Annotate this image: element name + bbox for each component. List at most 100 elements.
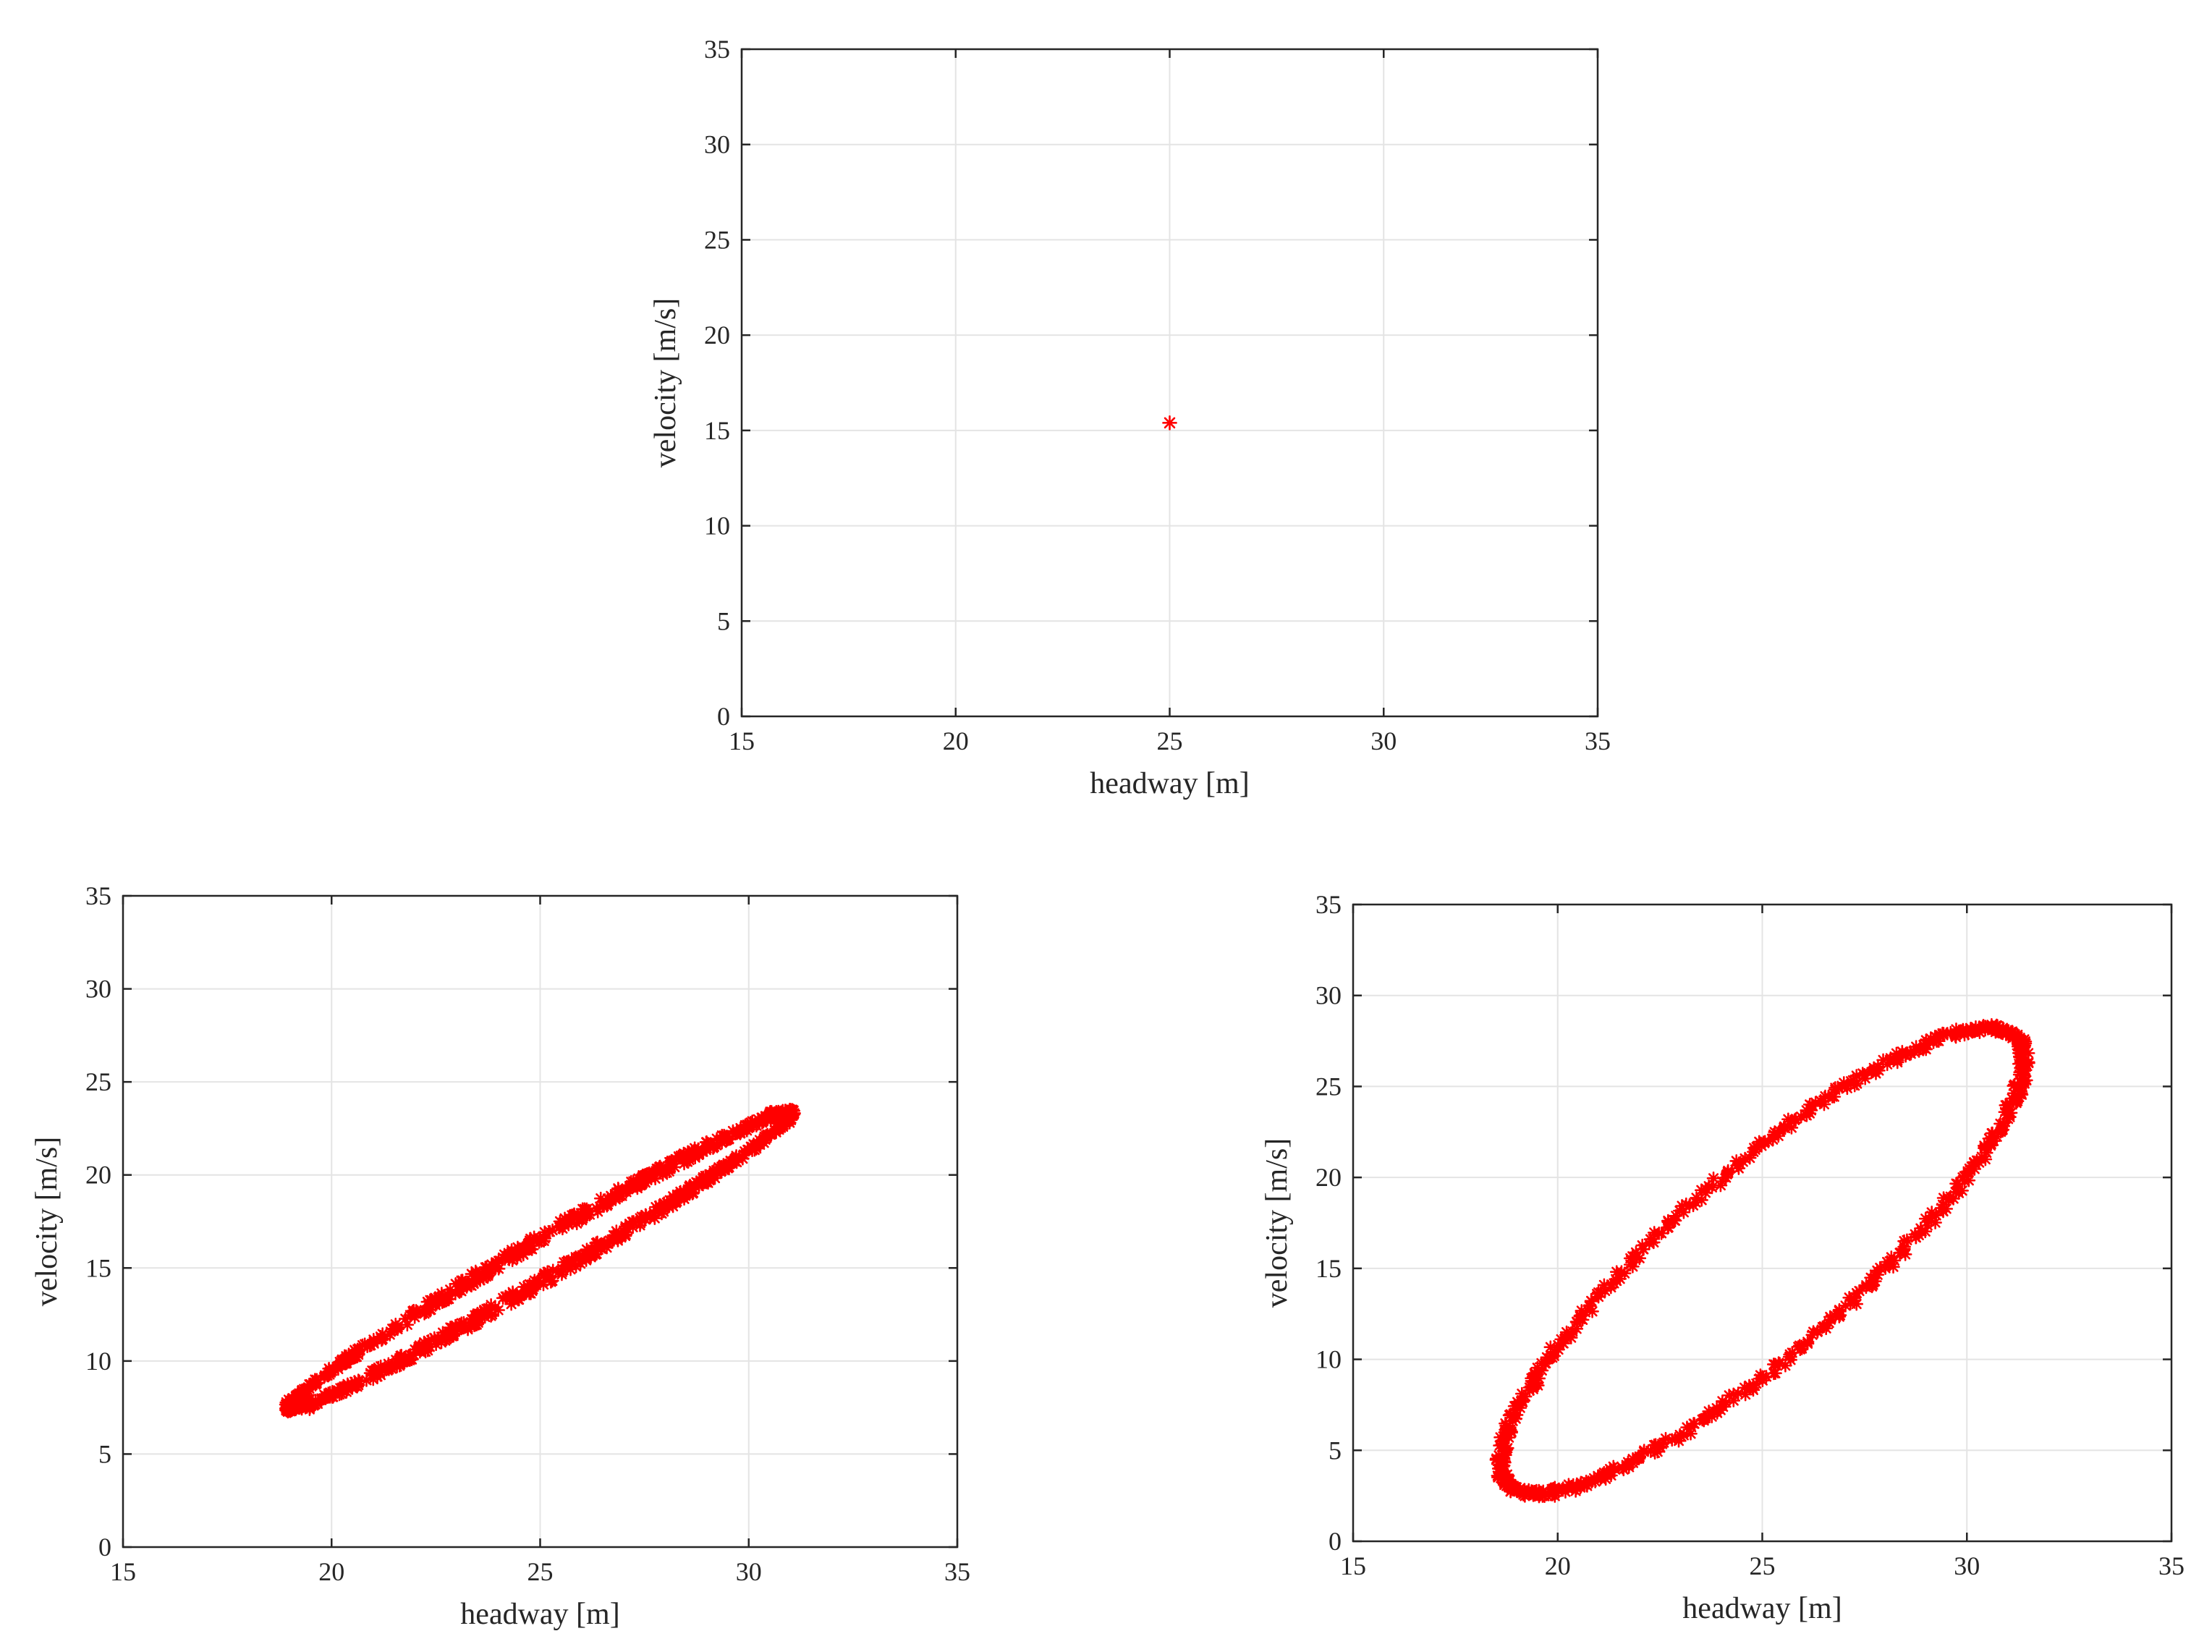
data-point (370, 1370, 384, 1384)
data-point (588, 1248, 602, 1261)
x-axis-label: headway [m] (1682, 1592, 1842, 1625)
data-point (480, 1260, 493, 1274)
y-axis-label: velocity [m/s] (30, 1137, 64, 1306)
y-tick-label: 10 (85, 1347, 111, 1376)
data-point (364, 1338, 378, 1352)
data-point (699, 1143, 713, 1157)
data-point (506, 1287, 520, 1301)
x-tick-label: 30 (1954, 1551, 1980, 1580)
x-tick-label: 20 (943, 727, 969, 755)
data-point (386, 1359, 399, 1373)
y-tick-label: 20 (704, 321, 730, 350)
y-tick-label: 30 (1315, 981, 1342, 1010)
y-tick-label: 25 (1315, 1072, 1342, 1101)
data-point (1985, 1126, 1999, 1140)
data-point (624, 1178, 638, 1193)
data-point (403, 1308, 418, 1322)
data-point (571, 1250, 585, 1264)
data-point (344, 1352, 357, 1366)
data-point (553, 1214, 567, 1229)
x-tick-label: 25 (1157, 727, 1183, 755)
data-point (496, 1250, 510, 1265)
data-point (1623, 1258, 1637, 1271)
data-point (350, 1342, 365, 1357)
data-point (589, 1236, 603, 1250)
data-point (488, 1262, 502, 1276)
x-tick-label: 20 (1545, 1551, 1571, 1580)
x-axis-label: headway [m] (1090, 767, 1249, 800)
data-point (662, 1161, 677, 1176)
x-tick-label: 30 (1370, 727, 1397, 755)
data-point (360, 1373, 373, 1387)
data-point (334, 1355, 348, 1370)
data-point (686, 1186, 700, 1200)
data-point (371, 1360, 386, 1375)
y-tick-label: 20 (1315, 1163, 1342, 1192)
data-point (779, 1110, 794, 1124)
y-tick-label: 15 (704, 416, 730, 445)
data-point (1720, 1167, 1734, 1182)
data-point (1713, 1178, 1728, 1193)
data-marks (279, 1103, 801, 1419)
data-point (559, 1255, 574, 1269)
data-point (536, 1277, 551, 1292)
data-point (1925, 1209, 1938, 1223)
y-tick-label: 35 (85, 881, 111, 910)
data-point (1840, 1081, 1855, 1096)
chart-bottom-right: 15 20 25 30 35 0 5 10 15 20 25 30 35 headway [m] veloc… (1260, 890, 2185, 1625)
data-point (418, 1344, 433, 1359)
data-point (537, 1234, 551, 1248)
data-point (455, 1321, 470, 1335)
data-point (655, 1206, 669, 1221)
data-point (454, 1284, 468, 1298)
data-point (769, 1105, 784, 1119)
y-tick-label: 25 (704, 225, 730, 254)
data-point (1732, 1161, 1746, 1175)
data-marks (1162, 415, 1177, 431)
data-point (331, 1384, 345, 1397)
data-point (542, 1270, 556, 1284)
data-point (308, 1373, 322, 1386)
x-tick-label: 35 (2158, 1551, 2185, 1580)
data-point (580, 1208, 594, 1222)
data-point (522, 1241, 536, 1255)
x-tick-label: 35 (944, 1557, 970, 1586)
data-point (1800, 1109, 1814, 1122)
y-tick-label: 20 (85, 1161, 111, 1190)
y-tick-label: 5 (1329, 1436, 1342, 1465)
data-point (737, 1148, 751, 1162)
data-point (1162, 415, 1177, 431)
data-point (438, 1295, 452, 1308)
chart-bottom-left: 15 20 25 30 35 0 5 10 15 20 25 30 35 headway [m] veloc… (30, 881, 970, 1631)
x-tick-label: 15 (729, 727, 755, 755)
data-point (465, 1279, 478, 1293)
y-axis-label: velocity [m/s] (1260, 1138, 1294, 1308)
y-tick-label: 10 (704, 512, 730, 541)
y-axis-label: velocity [m/s] (649, 298, 682, 467)
data-point (1606, 1460, 1621, 1474)
data-point (689, 1144, 703, 1158)
y-tick-label: 30 (85, 975, 111, 1004)
data-point (436, 1326, 450, 1339)
y-tick-label: 30 (704, 130, 730, 159)
data-point (715, 1135, 729, 1150)
data-point (1706, 1172, 1721, 1185)
data-point (294, 1394, 308, 1409)
data-point (1771, 1356, 1786, 1370)
data-point (721, 1161, 735, 1175)
x-axis-label: headway [m] (460, 1598, 619, 1631)
y-tick-label: 10 (1315, 1345, 1342, 1374)
x-tick-label: 15 (1340, 1551, 1366, 1580)
data-point (747, 1137, 760, 1151)
data-point (726, 1154, 740, 1168)
data-point (677, 1146, 691, 1161)
data-point (610, 1229, 624, 1244)
data-point (446, 1328, 460, 1342)
data-point (383, 1328, 397, 1342)
data-point (283, 1397, 297, 1411)
y-tick-label: 0 (1329, 1527, 1342, 1556)
data-point (475, 1267, 489, 1282)
data-point (691, 1177, 705, 1190)
y-tick-label: 15 (85, 1253, 111, 1282)
